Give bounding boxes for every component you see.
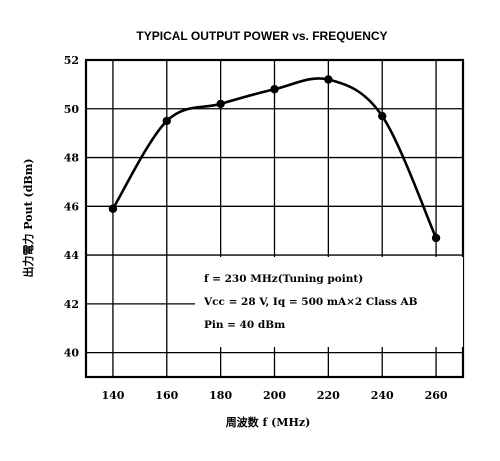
x-tick-label: 180	[209, 389, 232, 402]
data-point	[431, 233, 441, 243]
x-tick-label: 240	[371, 389, 394, 402]
annotation-line-3: Pin = 40 dBm	[204, 319, 285, 331]
data-point	[108, 204, 118, 213]
x-tick-label: 200	[263, 389, 286, 402]
data-point	[216, 99, 225, 109]
chart-title: TYPICAL OUTPUT POWER vs. FREQUENCY	[136, 29, 387, 43]
y-tick-label: 42	[64, 298, 79, 311]
y-axis-label: 出力電力 Pout (dBm)	[21, 158, 35, 277]
annotation-line-1: f = 230 MHz(Tuning point)	[204, 273, 363, 285]
data-point	[162, 116, 171, 126]
x-tick-label: 260	[425, 389, 448, 402]
y-tick-label: 40	[64, 347, 80, 360]
y-tick-labels: 40 42 44 46 48 50 52	[64, 54, 80, 360]
x-tick-label: 140	[101, 389, 124, 402]
x-tick-label: 220	[317, 389, 340, 402]
y-tick-label: 52	[64, 54, 79, 67]
x-tick-labels: 140 160 180 200 220 240 260	[101, 389, 447, 402]
x-tick-label: 160	[155, 389, 178, 402]
data-point	[378, 111, 387, 121]
plot-frame	[84, 58, 465, 379]
x-axis-label: 周波数 f (MHz)	[226, 415, 311, 429]
y-tick-label: 44	[64, 249, 80, 262]
data-points	[108, 75, 441, 243]
y-tick-label: 50	[64, 103, 80, 116]
data-point	[324, 75, 333, 84]
y-tick-label: 46	[64, 200, 80, 213]
y-tick-label: 48	[64, 152, 80, 165]
annotation-line-2: Vcc = 28 V, Iq = 500 mA×2 Class AB	[203, 296, 418, 308]
data-point	[270, 85, 279, 94]
annotation-box	[195, 257, 463, 347]
